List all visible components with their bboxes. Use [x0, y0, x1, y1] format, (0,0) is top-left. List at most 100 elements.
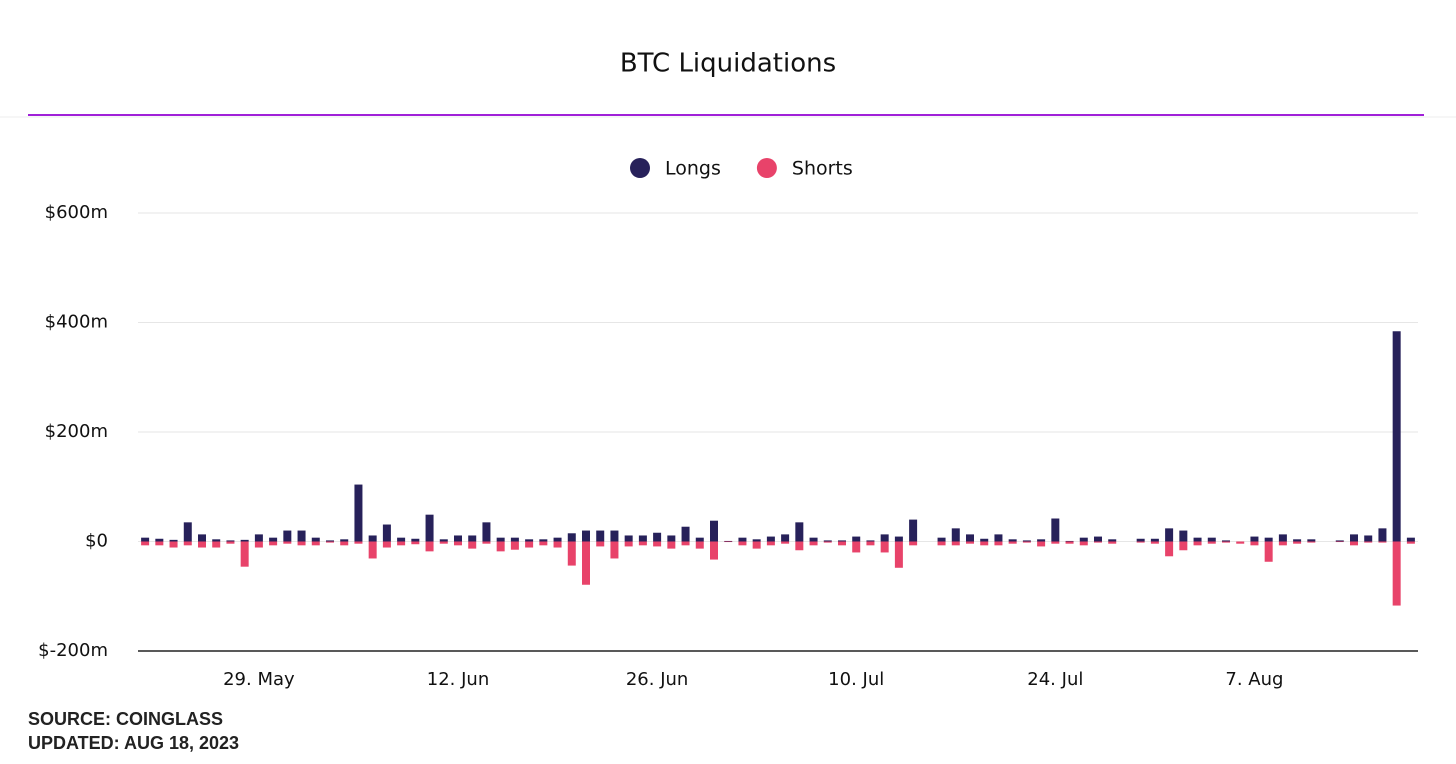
bar	[681, 526, 690, 542]
bar	[1378, 541, 1387, 543]
bar	[510, 541, 519, 550]
bar	[553, 537, 562, 542]
bar	[354, 484, 363, 542]
bar	[1079, 541, 1088, 546]
bar	[1094, 536, 1102, 542]
bar	[752, 541, 761, 549]
bar	[638, 541, 647, 546]
bar	[880, 534, 889, 542]
bar	[909, 519, 918, 542]
bar	[880, 541, 889, 553]
bar	[795, 541, 804, 551]
bar	[141, 537, 150, 542]
bar	[1136, 538, 1145, 542]
bar	[1250, 541, 1259, 546]
bar	[482, 522, 491, 542]
bar	[866, 540, 875, 542]
legend-swatch	[630, 158, 650, 178]
legend-label: Shorts	[792, 158, 853, 180]
bar	[1065, 540, 1074, 542]
bar	[468, 541, 477, 549]
bar	[1022, 541, 1031, 543]
bar	[781, 541, 790, 544]
bar	[539, 539, 548, 542]
bar	[397, 541, 406, 546]
bar	[141, 541, 150, 546]
bar	[1378, 528, 1387, 542]
bar	[496, 541, 505, 552]
bar	[738, 541, 747, 546]
updated-note: UPDATED: AUG 18, 2023	[28, 733, 239, 753]
bar	[326, 541, 334, 543]
bar	[866, 541, 875, 546]
bar	[226, 540, 235, 542]
bar	[1193, 537, 1202, 542]
bar	[894, 541, 903, 568]
bar	[1165, 541, 1174, 557]
bar	[1008, 541, 1017, 544]
bar	[1079, 537, 1088, 542]
bar	[852, 541, 861, 553]
bar	[1335, 541, 1344, 543]
bar	[667, 541, 676, 549]
bar	[1207, 541, 1216, 544]
bar	[1264, 537, 1273, 542]
bar	[1136, 541, 1145, 543]
bar	[1150, 541, 1159, 544]
bar	[724, 541, 733, 543]
bar	[1037, 541, 1046, 547]
bar	[311, 537, 320, 542]
bar	[624, 541, 633, 547]
bar	[951, 528, 960, 542]
bar	[823, 541, 832, 543]
bar	[1406, 541, 1415, 544]
bar	[1193, 541, 1202, 546]
bar	[1051, 518, 1060, 542]
bar	[710, 520, 718, 542]
bar	[212, 539, 221, 542]
bar	[838, 541, 846, 546]
bar	[397, 537, 406, 542]
bar	[382, 524, 391, 542]
bar	[951, 541, 960, 546]
bar	[1307, 541, 1316, 543]
bar	[1250, 536, 1259, 542]
bar	[1392, 541, 1401, 606]
bar	[1108, 541, 1117, 544]
legend-swatch	[756, 158, 777, 178]
bar	[198, 541, 206, 548]
bar	[724, 540, 733, 542]
bar	[269, 537, 278, 542]
bar	[496, 537, 505, 542]
bar	[1150, 538, 1159, 542]
y-tick-label: $0	[85, 531, 108, 552]
bar	[411, 541, 420, 545]
x-tick-label: 24. Jul	[1027, 669, 1083, 690]
bar	[454, 541, 462, 546]
bar	[525, 541, 534, 548]
bar	[980, 538, 989, 542]
bar	[966, 534, 974, 542]
bar	[368, 535, 377, 542]
bar	[1165, 528, 1174, 542]
x-tick-label: 29. May	[223, 669, 295, 690]
bar	[1222, 541, 1230, 543]
y-tick-label: $200m	[45, 421, 108, 442]
bar	[226, 541, 235, 544]
bar	[909, 541, 918, 546]
source-note: SOURCE: COINGLASS	[28, 709, 223, 729]
bar	[240, 539, 249, 542]
bar	[852, 536, 861, 542]
bar	[809, 537, 818, 542]
bar	[781, 534, 790, 542]
bar	[667, 535, 676, 542]
bar	[894, 536, 903, 542]
x-tick-label: 7. Aug	[1225, 669, 1283, 690]
bar	[838, 540, 846, 542]
bar	[169, 539, 178, 542]
bar	[1022, 540, 1031, 542]
bar	[695, 541, 704, 549]
bar	[681, 541, 690, 546]
bar	[283, 541, 292, 544]
